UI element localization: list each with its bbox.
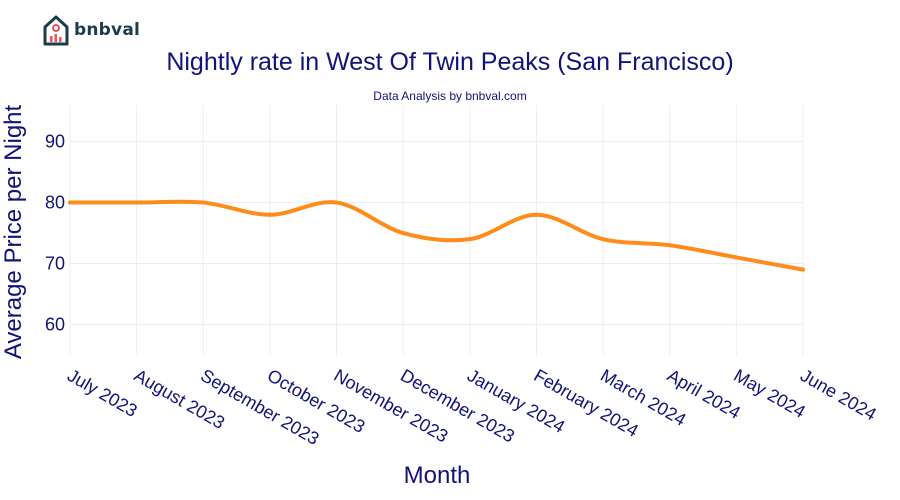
data-point xyxy=(467,237,472,242)
y-axis-ticks: 60 70 80 90 xyxy=(45,132,65,335)
data-point xyxy=(201,200,206,205)
data-point xyxy=(734,255,739,260)
logo-text: bnbval xyxy=(74,20,141,40)
data-point xyxy=(267,212,272,217)
grid-lines xyxy=(69,105,804,355)
data-point xyxy=(601,237,606,242)
y-tick-label: 70 xyxy=(45,254,65,274)
x-tick-label: July 2023 xyxy=(64,365,141,421)
x-axis-title: Month xyxy=(404,462,471,489)
y-axis-title: Average Price per Night xyxy=(0,104,27,359)
chart-subtitle: Data Analysis by bnbval.com xyxy=(373,89,526,103)
brand-logo: bnbval xyxy=(42,12,140,48)
data-point xyxy=(534,212,539,217)
y-tick-label: 60 xyxy=(45,315,65,335)
data-point xyxy=(134,200,139,205)
data-point xyxy=(401,231,406,236)
x-tick-label: June 2024 xyxy=(797,365,880,424)
chart-title: Nightly rate in West Of Twin Peaks (San … xyxy=(166,48,733,76)
series-line xyxy=(68,199,805,272)
x-tick-label: May 2024 xyxy=(730,365,808,422)
y-tick-label: 90 xyxy=(45,132,65,152)
y-tick-label: 80 xyxy=(45,193,65,213)
data-point xyxy=(68,200,72,205)
series-layer xyxy=(68,199,805,272)
x-tick-label: December 2023 xyxy=(397,365,518,446)
data-point xyxy=(334,200,339,205)
x-tick-label: September 2023 xyxy=(197,365,322,449)
house-chart-icon xyxy=(43,15,69,46)
data-point xyxy=(801,267,805,272)
x-tick-label: November 2023 xyxy=(331,365,452,446)
data-point xyxy=(667,243,672,248)
